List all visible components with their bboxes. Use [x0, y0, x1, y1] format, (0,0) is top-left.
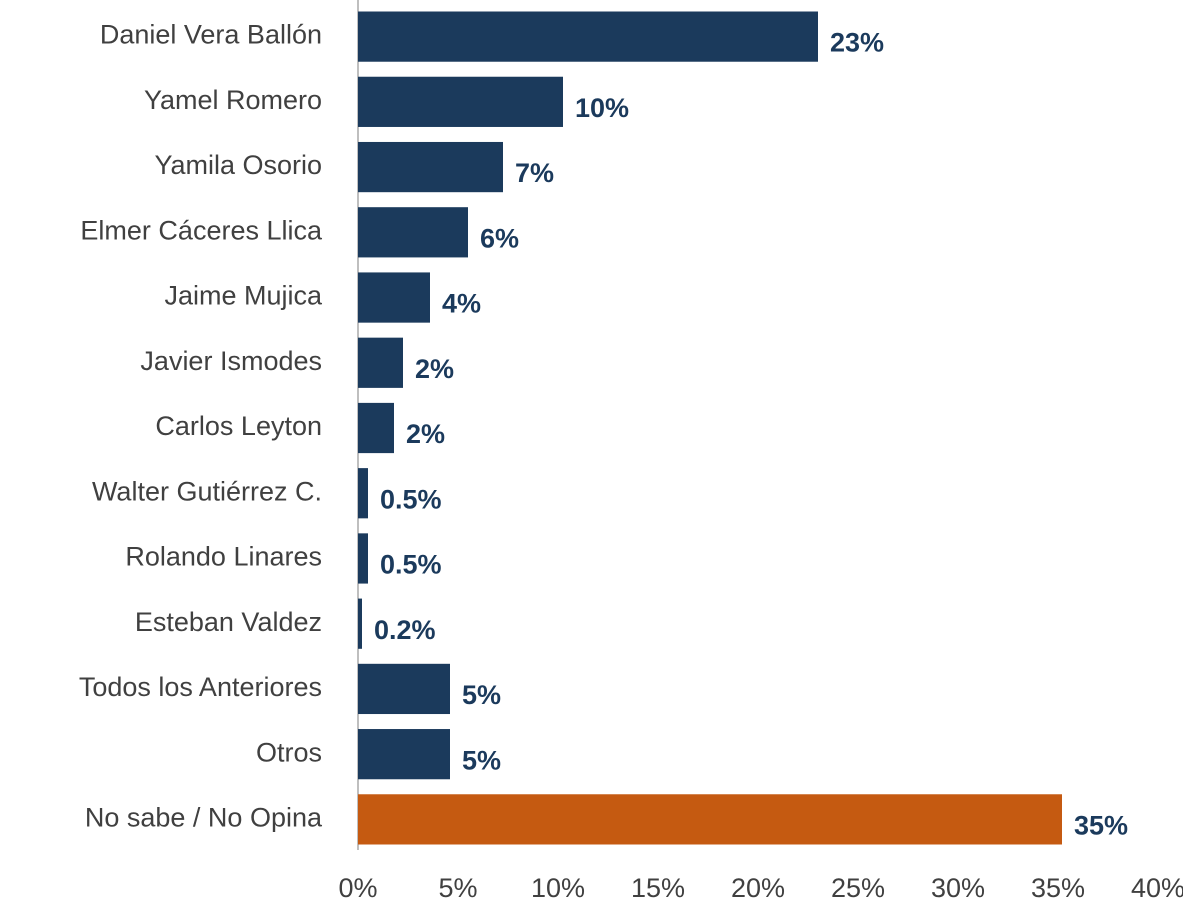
x-tick-label: 25%	[831, 873, 885, 903]
x-tick-label: 20%	[731, 873, 785, 903]
value-label: 2%	[415, 354, 454, 384]
value-label: 5%	[462, 745, 501, 775]
x-tick-label: 5%	[438, 873, 477, 903]
x-tick-label: 35%	[1031, 873, 1085, 903]
y-tick-label: Jaime Mujica	[164, 281, 323, 311]
y-tick-label: Carlos Leyton	[155, 411, 322, 441]
bar	[358, 402, 394, 454]
value-label: 5%	[462, 680, 501, 710]
bar	[358, 11, 818, 62]
bar	[358, 272, 430, 323]
bar	[358, 141, 503, 193]
x-tick-label: 15%	[631, 873, 685, 903]
bar	[358, 207, 468, 258]
y-tick-label: Yamel Romero	[144, 85, 322, 115]
bar	[358, 794, 1062, 845]
value-label: 2%	[406, 419, 445, 449]
x-tick-label: 30%	[931, 873, 985, 903]
bar	[358, 663, 450, 715]
bar	[358, 76, 563, 127]
value-label: 7%	[515, 158, 554, 188]
value-label: 23%	[830, 28, 884, 58]
value-label: 0.5%	[380, 484, 442, 514]
value-label: 6%	[480, 223, 519, 253]
bar	[358, 598, 362, 649]
y-tick-label: Elmer Cáceres Llica	[80, 215, 323, 245]
y-tick-label: Javier Ismodes	[140, 346, 322, 376]
value-label: 0.2%	[374, 615, 436, 645]
x-tick-label: 40%	[1131, 873, 1183, 903]
y-tick-label: Rolando Linares	[125, 542, 322, 572]
x-tick-label: 10%	[531, 873, 585, 903]
bar	[358, 337, 403, 388]
value-label: 4%	[442, 289, 481, 319]
y-tick-label: Otros	[256, 737, 322, 767]
value-label: 35%	[1074, 811, 1128, 841]
bar	[358, 468, 368, 519]
y-tick-label: Esteban Valdez	[135, 607, 322, 637]
bar	[358, 729, 450, 780]
value-label: 10%	[575, 93, 629, 123]
y-tick-label: Walter Gutiérrez C.	[92, 476, 322, 506]
x-tick-label: 0%	[338, 873, 377, 903]
y-tick-label: Yamila Osorio	[154, 150, 322, 180]
y-tick-label: Daniel Vera Ballón	[100, 20, 322, 50]
value-label: 0.5%	[380, 550, 442, 580]
y-tick-label: Todos los Anteriores	[79, 672, 322, 702]
bar	[358, 533, 368, 584]
y-tick-label: No sabe / No Opina	[85, 803, 323, 833]
